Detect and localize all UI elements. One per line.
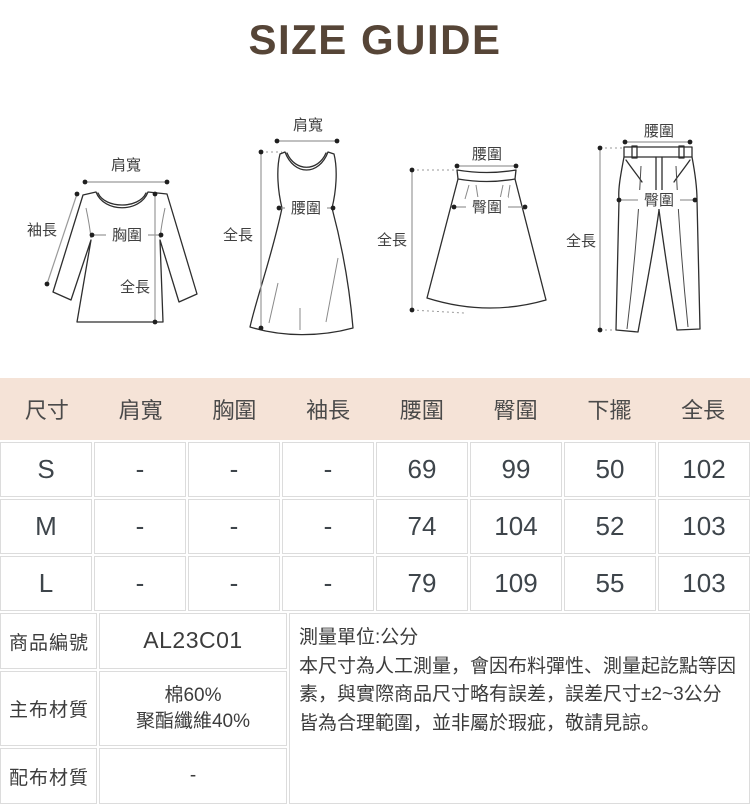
cell-size: M [0,499,92,554]
shoulder-label: 肩寬 [293,116,323,134]
length-label: 全長 [223,226,253,244]
waist-label: 腰圍 [644,123,674,140]
waist-measure: 腰圍 [454,146,519,169]
pants-garment-diagram: 腰圍 臀圍 [564,123,701,333]
cell-sleeve: - [282,442,374,497]
main-fabric-value: 棉60% 聚酯纖維40% [99,671,287,746]
hip-measure: 臀圍 [451,197,528,216]
cell-hip: 109 [470,556,562,611]
cell-length: 102 [658,442,750,497]
length-label: 全長 [377,231,407,249]
length-measure: 全長 [375,167,465,314]
measurement-note-body: 本尺寸為人工測量，會因布料彈性、測量起訖點等因素，與實際商品尺寸略有誤差，誤差尺… [299,655,737,734]
length-measure: 全長 [564,145,624,333]
hip-label: 臀圍 [644,192,674,209]
measurement-note: 測量單位:公分 本尺寸為人工測量，會因布料彈性、測量起訖點等因素，與實際商品尺寸… [289,613,750,804]
page-title: SIZE GUIDE [248,16,502,63]
cell-hem: 52 [564,499,656,554]
dress-garment-diagram: 肩寬 腰圍 全長 [221,116,354,336]
shoulder-measure: 肩寬 [82,156,170,185]
main-fabric-label: 主布材質 [0,671,97,746]
cell-shoulder: - [94,556,186,611]
cell-sleeve: - [282,499,374,554]
length-label: 全長 [566,232,596,250]
trim-fabric-label: 配布材質 [0,748,97,804]
cell-chest: - [188,556,280,611]
chest-measure: 胸圍 [89,225,164,244]
size-table-body: S - - - 69 99 50 102 M - - - 74 104 52 1… [0,442,750,611]
cell-hem: 55 [564,556,656,611]
hip-label: 臀圍 [472,199,502,216]
size-table: 尺寸 肩寬 胸圍 袖長 腰圍 臀圍 下擺 全長 S - - - 69 99 50… [0,378,750,611]
cell-chest: - [188,442,280,497]
header-length: 全長 [681,398,726,423]
skirt-outline [426,169,547,309]
header-hip: 臀圍 [493,398,538,423]
pants-outline [615,145,701,333]
product-info-table: 商品編號 AL23C01 測量單位:公分 本尺寸為人工測量，會因布料彈性、測量起… [0,613,750,804]
cell-length: 103 [658,499,750,554]
top-garment-diagram: 肩寬 袖長 胸圍 [27,156,198,325]
product-code-label: 商品編號 [0,613,97,669]
cell-waist: 74 [376,499,468,554]
header-waist: 腰圍 [399,398,444,423]
sleeve-label: 袖長 [27,222,57,239]
sleeve-measure: 袖長 [27,191,80,287]
cell-chest: - [188,499,280,554]
header-chest: 胸圍 [212,398,257,423]
length-measure: 全長 [221,149,282,331]
cell-hem: 50 [564,442,656,497]
cell-hip: 104 [470,499,562,554]
cell-size: S [0,442,92,497]
cell-shoulder: - [94,442,186,497]
header-shoulder: 肩寬 [118,398,163,423]
product-code-value: AL23C01 [99,613,287,669]
cell-waist: 79 [376,556,468,611]
length-label: 全長 [120,278,150,296]
header-hem: 下擺 [587,398,632,423]
size-table-header-row: 尺寸 肩寬 胸圍 袖長 腰圍 臀圍 下擺 全長 [0,378,750,440]
dress-outline [249,151,354,336]
cell-length: 103 [658,556,750,611]
header-sleeve: 袖長 [306,398,351,423]
waist-measure: 腰圍 [276,198,336,217]
cell-sleeve: - [282,556,374,611]
skirt-garment-diagram: 腰圍 臀圍 [375,146,547,314]
trim-fabric-value: - [99,748,287,804]
shoulder-measure: 肩寬 [274,116,340,144]
garment-diagrams: 肩寬 袖長 胸圍 [20,108,742,348]
waist-label: 腰圍 [291,200,321,217]
length-measure: 全長 [118,191,158,325]
shoulder-label: 肩寬 [111,156,141,174]
cell-shoulder: - [94,499,186,554]
waist-measure: 腰圍 [622,123,693,145]
cell-hip: 99 [470,442,562,497]
header-size: 尺寸 [24,398,69,423]
cell-waist: 69 [376,442,468,497]
top-outline [52,191,198,323]
chest-label: 胸圍 [112,227,142,244]
waist-label: 腰圍 [472,146,502,163]
measurement-unit-line: 測量單位:公分 [299,627,419,648]
hip-measure: 臀圍 [616,190,698,209]
cell-size: L [0,556,92,611]
